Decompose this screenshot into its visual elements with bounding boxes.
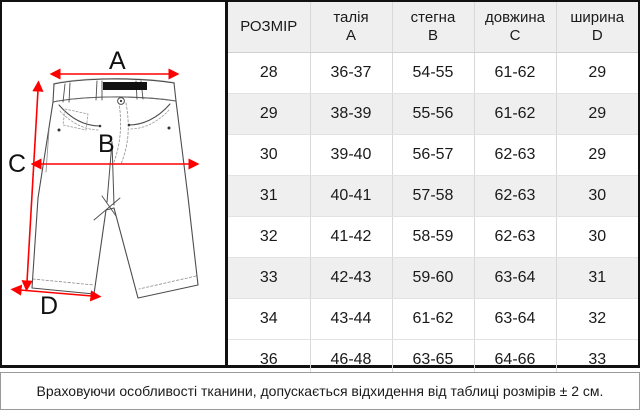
tolerance-note: Враховуючи особливості тканини, допускає… <box>0 372 640 410</box>
cell-length: 62-63 <box>474 134 557 176</box>
cell-length: 63-64 <box>474 257 557 299</box>
column-header-width-line1: ширина <box>570 9 625 27</box>
table-row: 28 36-37 54-55 61-62 29 <box>228 52 638 94</box>
column-header-length-line1: довжина <box>485 9 545 27</box>
cell-width: 29 <box>556 93 638 135</box>
cell-size: 31 <box>228 175 311 217</box>
cell-hips: 54-55 <box>392 52 475 94</box>
column-header-length-line2: C <box>509 27 521 44</box>
cell-waist: 40-41 <box>310 175 393 217</box>
cell-waist: 42-43 <box>310 257 393 299</box>
column-header-hips-line2: B <box>427 27 438 44</box>
cell-hips: 55-56 <box>392 93 475 135</box>
cell-length: 63-64 <box>474 298 557 340</box>
cell-size: 30 <box>228 134 311 176</box>
column-header-width: ширина D <box>556 2 638 53</box>
column-header-size-line1: РОЗМІР <box>240 18 298 36</box>
column-header-waist-line2: A <box>345 27 356 44</box>
cell-size: 32 <box>228 216 311 258</box>
column-header-width-line2: D <box>591 27 603 44</box>
cell-waist: 41-42 <box>310 216 393 258</box>
cell-width: 32 <box>556 298 638 340</box>
table-row: 29 38-39 55-56 61-62 29 <box>228 93 638 135</box>
table-row: 32 41-42 58-59 62-63 30 <box>228 216 638 258</box>
column-header-size: РОЗМІР <box>228 2 311 53</box>
table-header: РОЗМІР талія A стегна B довжина C <box>228 2 638 53</box>
column-header-length: довжина C <box>474 2 557 53</box>
dimension-label-a: A <box>109 47 126 75</box>
cell-length: 62-63 <box>474 175 557 217</box>
measure-arrow-c <box>21 80 44 292</box>
table-row: 34 43-44 61-62 63-64 32 <box>228 298 638 340</box>
chart-body: A B C D РОЗМІР талія A <box>0 0 640 380</box>
cell-width: 30 <box>556 216 638 258</box>
cell-waist: 36-37 <box>310 52 393 94</box>
dimension-label-b: B <box>98 130 115 158</box>
dimension-label-c: C <box>8 150 27 178</box>
cell-width: 31 <box>556 257 638 299</box>
cell-width: 29 <box>556 52 638 94</box>
column-header-waist: талія A <box>310 2 393 53</box>
cell-hips: 57-58 <box>392 175 475 217</box>
size-table-panel: РОЗМІР талія A стегна B довжина C <box>228 2 638 380</box>
cell-width: 30 <box>556 175 638 217</box>
cell-length: 61-62 <box>474 93 557 135</box>
cell-width: 29 <box>556 134 638 176</box>
dimension-label-d: D <box>40 292 59 320</box>
table-row: 31 40-41 57-58 62-63 30 <box>228 175 638 217</box>
garment-diagram-panel: A B C D <box>2 2 228 365</box>
table-row: 33 42-43 59-60 63-64 31 <box>228 257 638 299</box>
table-header-row: РОЗМІР талія A стегна B довжина C <box>228 2 638 53</box>
cell-hips: 56-57 <box>392 134 475 176</box>
cell-hips: 59-60 <box>392 257 475 299</box>
cell-size: 29 <box>228 93 311 135</box>
size-table: РОЗМІР талія A стегна B довжина C <box>228 2 638 380</box>
cell-length: 62-63 <box>474 216 557 258</box>
brand-label-patch <box>103 82 147 90</box>
cell-width: 33 <box>588 351 607 368</box>
cell-size: 33 <box>228 257 311 299</box>
table-row: 30 39-40 56-57 62-63 29 <box>228 134 638 176</box>
cell-waist: 43-44 <box>310 298 393 340</box>
cell-waist: 38-39 <box>310 93 393 135</box>
measure-arrow-d <box>10 284 102 302</box>
cell-size: 34 <box>228 298 311 340</box>
cell-length: 61-62 <box>474 52 557 94</box>
column-header-hips: стегна B <box>392 2 475 53</box>
cell-waist: 39-40 <box>310 134 393 176</box>
table-body: 28 36-37 54-55 61-62 29 29 38-39 55-56 6… <box>228 52 638 380</box>
cell-size: 28 <box>228 52 311 94</box>
column-header-waist-line1: талія <box>333 9 369 27</box>
cell-hips: 61-62 <box>392 298 475 340</box>
cell-hips: 58-59 <box>392 216 475 258</box>
column-header-hips-line1: стегна <box>410 9 456 27</box>
shorts-technical-drawing <box>10 68 200 302</box>
